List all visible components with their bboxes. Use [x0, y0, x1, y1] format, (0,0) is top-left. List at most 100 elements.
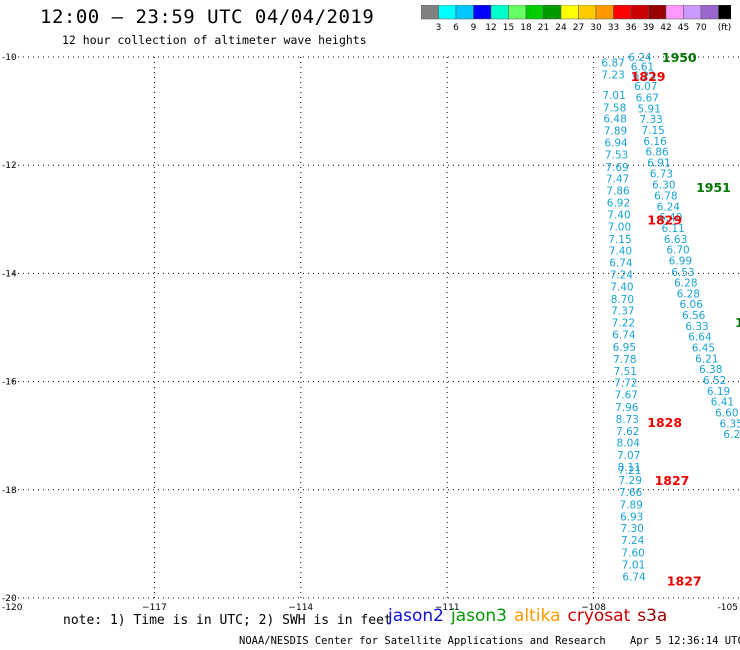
wave-height-point: 8.70	[611, 294, 634, 306]
chart-title: 12:00 – 23:59 UTC 04/04/2019	[40, 6, 375, 28]
wave-height-point: 7.07	[617, 450, 640, 462]
wave-height-point: 6.70	[666, 245, 689, 257]
wave-height-point: 7.53	[605, 149, 628, 161]
wave-height-point: 7.89	[604, 126, 627, 138]
wave-height-point: 6.28	[677, 288, 700, 300]
wave-height-point: 6.64	[688, 332, 712, 344]
x-tick-label: −111	[435, 603, 460, 613]
wave-height-point: 8.73	[616, 414, 639, 426]
wave-height-point: 6.99	[669, 255, 692, 267]
time-label: 1827	[655, 473, 690, 488]
y-tick-label: -18	[2, 486, 17, 496]
wave-height-point: 6.93	[620, 511, 643, 523]
satellite-legend: jason2 jason3 altika cryosat s3a	[388, 606, 674, 626]
wave-height-point: 7.89	[619, 499, 642, 511]
color-scale-label: 33	[608, 23, 619, 33]
wave-height-point: 7.72	[614, 378, 637, 390]
wave-height-point: 6.78	[654, 190, 677, 202]
color-scale-label: 12	[485, 23, 496, 33]
wave-height-point: 7.51	[614, 366, 637, 378]
color-scale-label: 27	[573, 23, 584, 33]
time-label: 1	[735, 315, 740, 330]
wave-height-point: 6.21	[695, 353, 718, 365]
satellite-legend-item: jason3	[451, 606, 507, 626]
wave-height-point: 7.01	[602, 90, 625, 102]
wave-height-point: 7.40	[609, 246, 632, 258]
wave-height-point: 7.24	[621, 535, 645, 547]
wave-height-point: 7.37	[611, 306, 634, 318]
wave-height-point: 7.15	[608, 234, 631, 246]
color-scale-label: 39	[643, 23, 655, 33]
wave-height-point: 6.73	[650, 168, 673, 180]
wave-height-point: 7.69	[605, 162, 628, 174]
wave-height-point: 7.47	[606, 174, 629, 186]
x-tick-label: −117	[142, 603, 167, 613]
wave-height-point: 6.67	[636, 93, 659, 105]
color-scale-label: 36	[625, 23, 637, 33]
wave-height-point: 7.40	[610, 281, 633, 293]
color-scale-label: 15	[503, 23, 514, 33]
wave-height-point: 7.67	[615, 390, 638, 402]
wave-height-point: 7.23	[601, 69, 624, 81]
y-tick-label: -10	[2, 53, 17, 63]
note-text: note: 1) Time is in UTC; 2) SWH is in fe…	[63, 613, 392, 628]
wave-height-point: 6.45	[692, 343, 715, 355]
wave-height-point: 8.11	[618, 462, 641, 474]
wave-height-point: 6.38	[699, 364, 722, 376]
satellite-legend-item: s3a	[637, 606, 668, 626]
wave-height-point: 7.66	[619, 487, 643, 499]
wave-height-point: 7.62	[616, 426, 639, 438]
time-label: 1950	[662, 50, 697, 65]
wave-height-point: 6.52	[703, 375, 726, 387]
wave-height-point: 6.27	[723, 429, 740, 441]
wave-height-point: 6.95	[613, 342, 636, 354]
wave-height-point: 7.60	[621, 548, 644, 560]
x-tick-label: -105	[718, 603, 738, 613]
wave-height-point: 6.53	[671, 267, 694, 279]
wave-height-point: 6.91	[647, 157, 670, 169]
wave-height-point: 7.21	[618, 465, 641, 477]
footer-credit: NOAA/NESDIS Center for Satellite Applica…	[239, 635, 606, 647]
wave-height-point: 6.16	[643, 136, 667, 148]
wave-height-point: 7.96	[615, 402, 639, 414]
x-tick-label: -120	[2, 603, 23, 613]
footer: NOAA/NESDIS Center for Satellite Applica…	[239, 635, 740, 647]
wave-height-point: 6.35	[720, 418, 740, 430]
time-label: 1829	[647, 212, 682, 227]
time-label: 1828	[647, 415, 682, 430]
wave-height-point: 7.29	[619, 475, 642, 487]
wave-height-point: 8.04	[617, 438, 641, 450]
wave-height-point: 6.11	[661, 223, 684, 235]
wave-height-point: 6.74	[622, 571, 646, 583]
wave-height-point: 7.86	[606, 186, 630, 198]
wave-height-point: 7.00	[608, 221, 631, 233]
x-tick-label: −114	[288, 603, 313, 613]
time-label: 1829	[631, 69, 666, 84]
wave-height-point: 6.48	[603, 114, 626, 126]
color-scale-swatch	[718, 5, 731, 20]
wave-height-point: 6.41	[711, 397, 734, 409]
wave-height-point: 6.87	[601, 57, 624, 69]
chart-subtitle: 12 hour collection of altimeter wave hei…	[62, 33, 367, 47]
x-tick-label: −108	[581, 603, 606, 613]
wave-height-point: 6.07	[634, 81, 657, 93]
wave-height-point: 6.63	[664, 234, 687, 246]
wave-height-point: 6.92	[607, 198, 630, 210]
wave-height-point: 6.28	[674, 278, 697, 290]
wave-height-point: 7.24	[610, 269, 634, 281]
wave-height-point: 6.33	[685, 321, 708, 333]
wave-height-point: 6.40	[659, 212, 682, 224]
color-scale-unit: (ft)	[718, 23, 731, 33]
wave-height-point: 6.30	[652, 180, 675, 192]
satellite-legend-item: altika	[514, 606, 561, 626]
footer-timestamp: Apr 5 12:36:14 UTC 2019	[629, 635, 740, 647]
wave-height-point: 7.40	[607, 209, 630, 221]
wave-height-point: 7.30	[620, 523, 643, 535]
wave-height-point: 7.58	[603, 102, 626, 114]
y-tick-label: -12	[2, 161, 17, 171]
color-scale-label: 18	[520, 23, 532, 33]
time-label: 1827	[667, 574, 702, 589]
wave-height-point: 6.24	[628, 52, 652, 64]
color-scale-label: 30	[590, 23, 602, 33]
